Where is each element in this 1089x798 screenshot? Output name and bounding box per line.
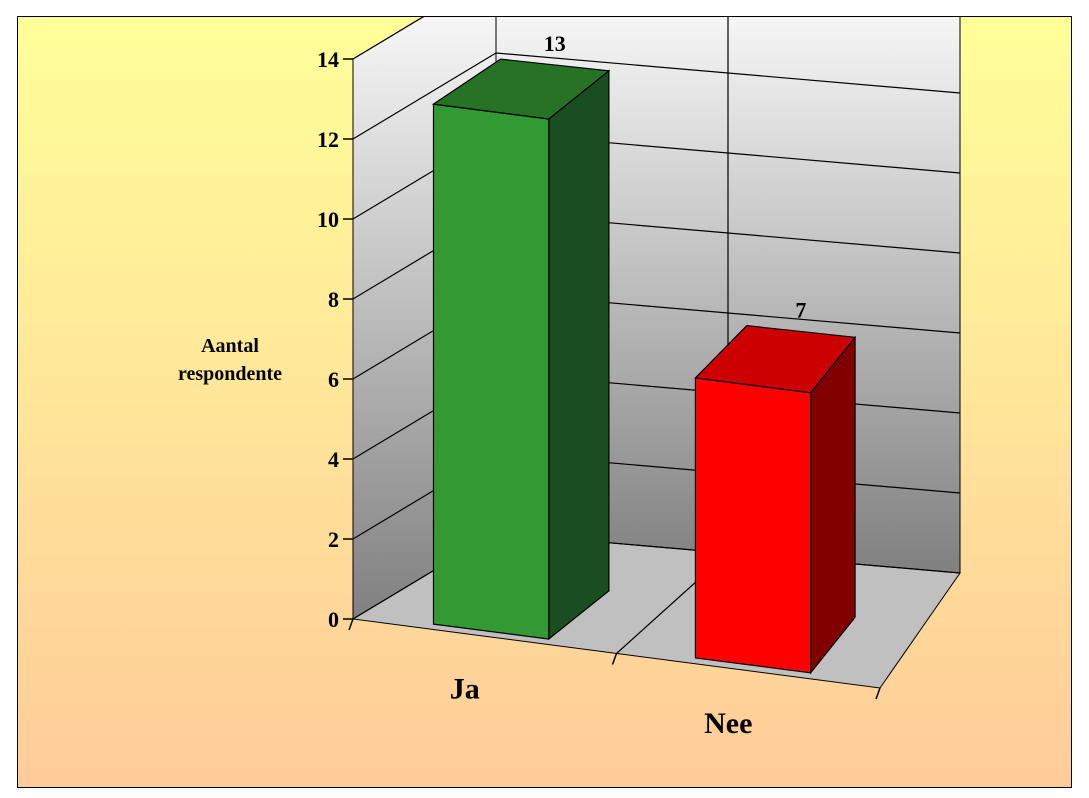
category-label: Ja: [450, 672, 480, 705]
x-tick: [875, 687, 881, 700]
y-tick-label: 2: [328, 527, 339, 552]
y-tick-label: 0: [328, 607, 339, 632]
chart-frame: 0 2 4 6 8 10 12 14 Aantal respondente 13 Ja 7 Nee: [17, 16, 1072, 788]
y-tick-label: 14: [317, 47, 339, 72]
x-tick: [611, 653, 618, 665]
labels: Aantal respondente 13 Ja 7 Nee: [178, 31, 806, 740]
bar-ja: [431, 58, 611, 641]
data-label: 7: [795, 297, 806, 322]
y-axis-title-line: respondente: [178, 363, 282, 385]
y-tick-label: 6: [328, 367, 339, 392]
bar-front: [694, 377, 812, 674]
x-tick: [348, 618, 354, 631]
gridline: [352, 17, 425, 60]
category-label: Nee: [704, 707, 752, 740]
y-tick-label: 8: [328, 287, 339, 312]
bars: [431, 58, 857, 675]
bar-front: [432, 103, 550, 640]
gridline: [352, 52, 961, 140]
y-tick-label: 12: [317, 127, 339, 152]
bar-side: [810, 335, 856, 675]
data-label: 13: [544, 31, 566, 56]
bar-top: [431, 58, 611, 120]
y-axis-title: Aantal respondente: [178, 335, 282, 385]
bar-nee: [694, 325, 857, 675]
chart-svg: 0 2 4 6 8 10 12 14 Aantal respondente 13 Ja 7 Nee: [18, 17, 1071, 787]
y-tick-label: 10: [317, 207, 339, 232]
y-tick-label: 4: [328, 447, 339, 472]
axes: 0 2 4 6 8 10 12 14: [317, 47, 881, 700]
y-axis-title-line: Aantal: [201, 335, 259, 357]
bar-top: [694, 325, 857, 394]
bar-side: [548, 69, 610, 641]
